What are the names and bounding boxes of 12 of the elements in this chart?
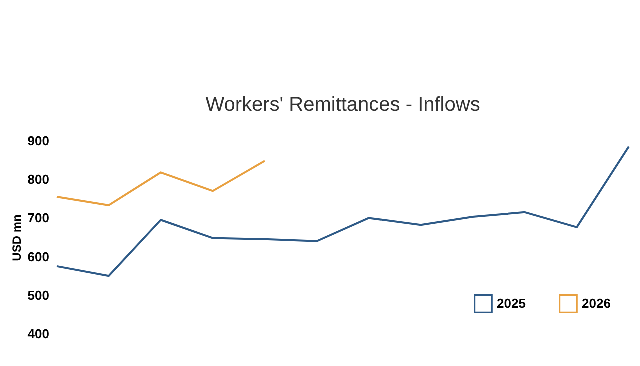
y-tick-label: 600 [28,249,50,264]
y-tick-label: 400 [28,326,50,342]
y-tick-label: 900 [28,134,50,148]
y-tick-label: 800 [28,172,50,188]
y-tick-label: 700 [28,210,50,226]
line-series [56,146,630,278]
line-series [56,160,266,206]
y-tick-label: 500 [28,288,50,303]
chart-title: Workers' Remittances - Inflows [206,94,480,116]
legend-label: 2025 [497,296,526,311]
y-axis-title: USD mn [10,214,24,262]
legend-label: 2026 [582,296,611,311]
